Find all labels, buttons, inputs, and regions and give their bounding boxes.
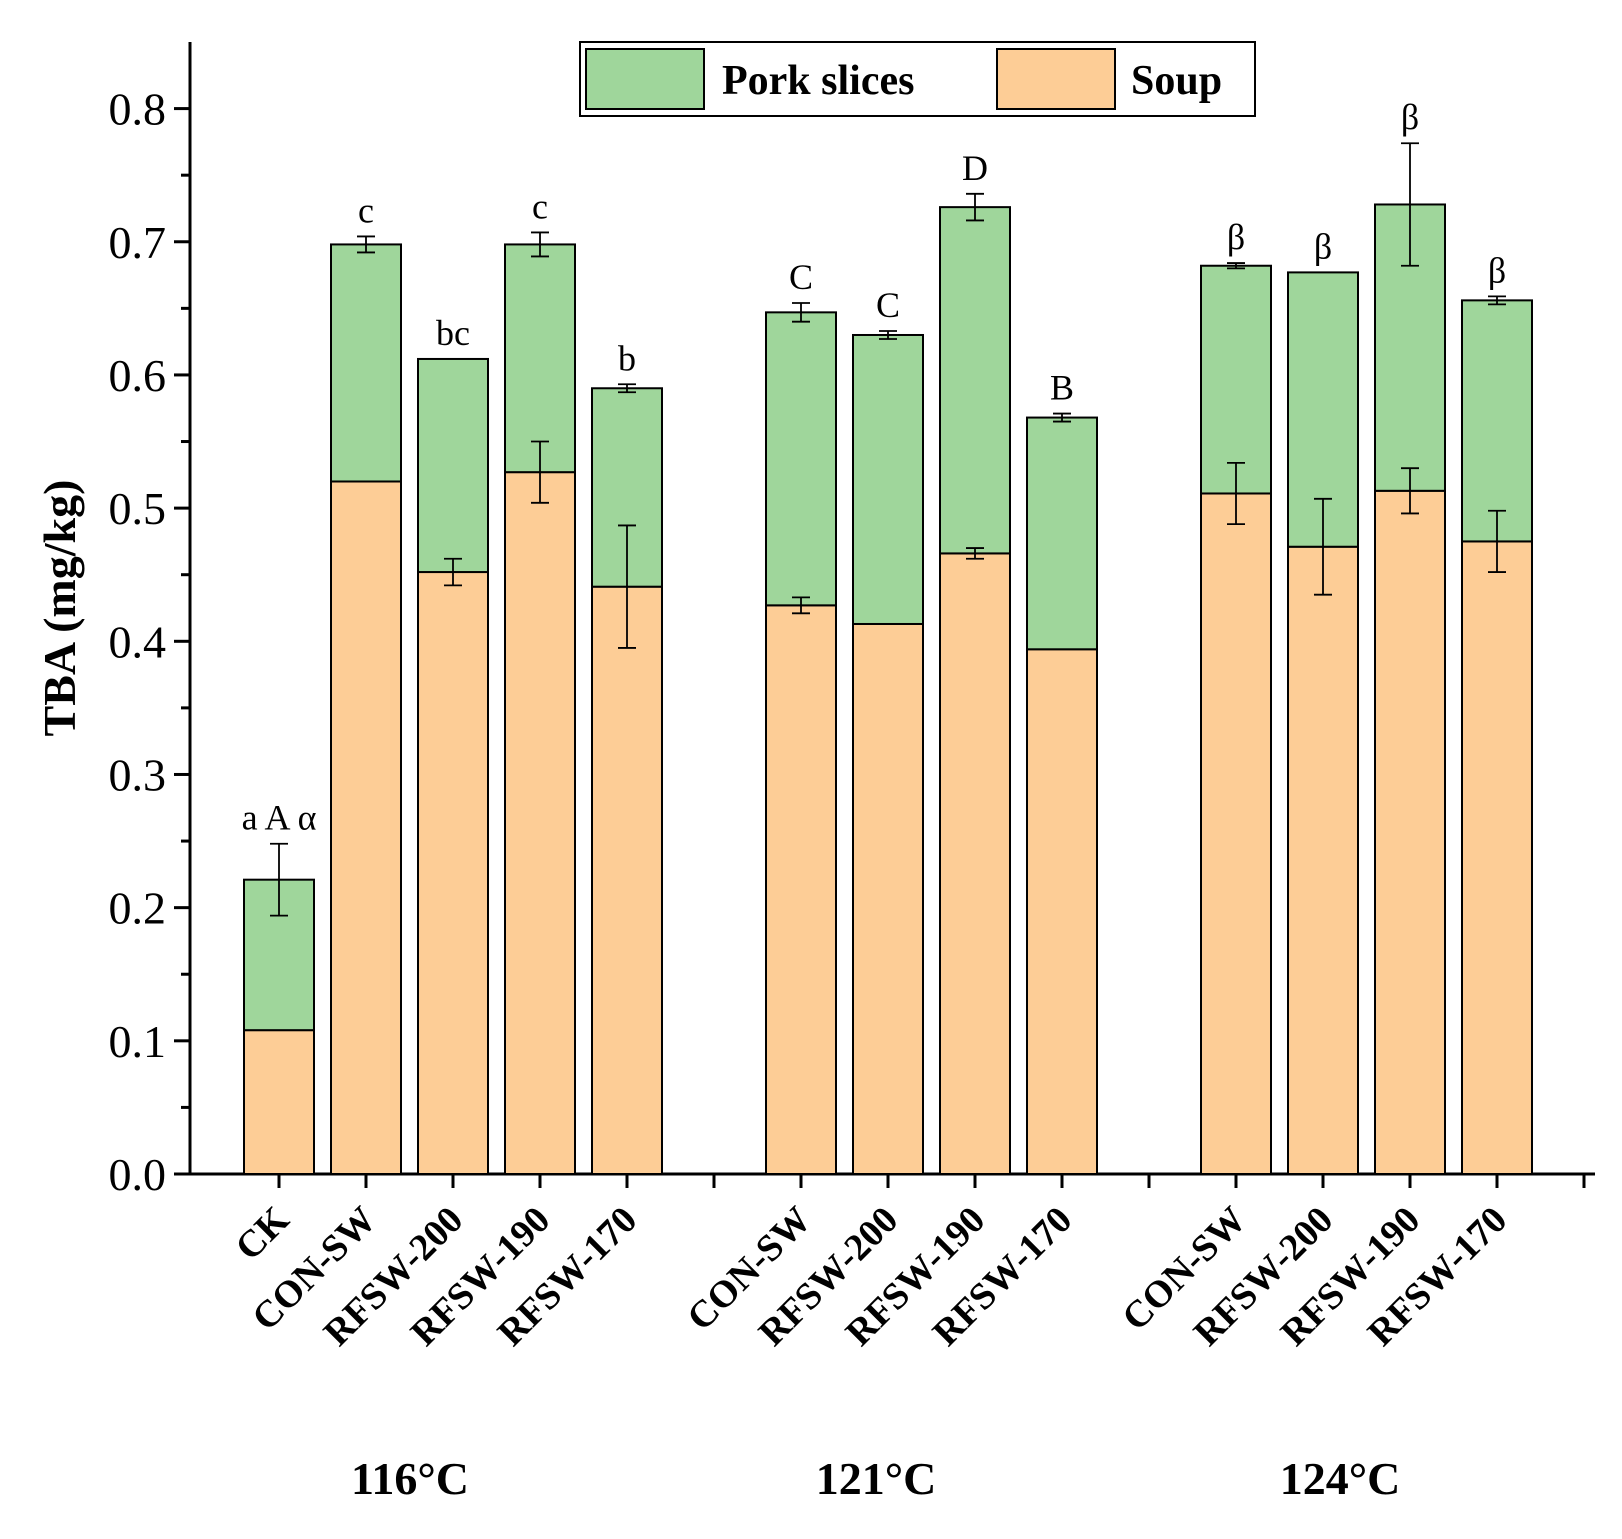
bar-soup [1374, 489, 1446, 1176]
bar-soup [1200, 492, 1272, 1175]
y-tick-label: 0.3 [109, 749, 167, 800]
category-label: CK [227, 1198, 297, 1268]
bar-pork-slices [1461, 299, 1533, 543]
bars [243, 142, 1533, 1176]
significance-label: c [358, 190, 374, 230]
y-tick-label: 0.5 [109, 483, 167, 534]
significance-label: b [618, 338, 636, 378]
y-tick-label: 0.2 [109, 883, 167, 934]
bar-pork-slices [417, 357, 489, 574]
y-tick-label: 0.0 [109, 1149, 167, 1200]
significance-label: a A α [242, 798, 317, 838]
bar-pork-slices [939, 206, 1011, 555]
bar-soup [504, 471, 576, 1176]
legend: Pork slices Soup [579, 41, 1256, 117]
bar-soup [1461, 540, 1533, 1175]
bar-pork-slices [504, 243, 576, 474]
y-tick-label: 0.8 [109, 84, 167, 135]
significance-label: D [962, 148, 988, 188]
bar-soup [243, 1029, 315, 1176]
significance-label: C [789, 257, 813, 297]
bar-pork-slices [243, 878, 315, 1032]
y-tick-label: 0.7 [109, 217, 167, 268]
group-label: 124°C [1280, 1453, 1401, 1504]
bar-pork-slices [765, 311, 837, 607]
significance-label: β [1227, 217, 1245, 257]
legend-swatch-pork-slices [585, 48, 705, 110]
bar-soup [330, 480, 402, 1175]
legend-label-pork-slices: Pork slices [722, 58, 914, 104]
significance-label: β [1488, 250, 1506, 290]
bar-pork-slices [1200, 264, 1272, 495]
y-tick-label: 0.1 [109, 1016, 167, 1067]
legend-label-soup: Soup [1131, 58, 1222, 104]
significance-label: C [876, 285, 900, 325]
axes: 0.0 0.1 0.2 0.3 0.4 0.5 0.6 0.7 0.8 TBA (mg/kg) [34, 42, 1595, 1200]
significance-label: bc [436, 313, 470, 353]
bar-soup [1287, 545, 1359, 1175]
bar-pork-slices [1026, 416, 1098, 651]
y-tick-label: 0.6 [109, 350, 167, 401]
bar-soup [417, 571, 489, 1175]
bar-pork-slices [852, 333, 924, 625]
group-label: 121°C [816, 1453, 937, 1504]
bar-soup [591, 585, 663, 1175]
bar-pork-slices [330, 243, 402, 483]
bar-soup [1026, 648, 1098, 1175]
significance-label: c [532, 186, 548, 226]
significance-label: β [1314, 226, 1332, 266]
legend-swatch-soup [996, 48, 1116, 110]
bar-soup [939, 552, 1011, 1175]
y-axis-title: TBA (mg/kg) [34, 480, 85, 737]
significance-label: B [1050, 368, 1074, 408]
bar-soup [852, 622, 924, 1175]
bar-soup [765, 604, 837, 1175]
group-label: 116°C [351, 1453, 469, 1504]
significance-label: β [1401, 97, 1419, 137]
y-tick-label: 0.4 [109, 616, 167, 667]
